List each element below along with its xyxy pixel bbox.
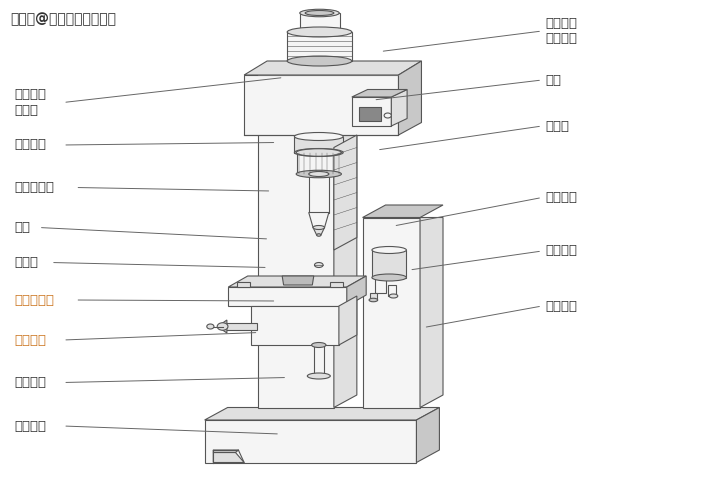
Ellipse shape (294, 132, 343, 140)
FancyBboxPatch shape (205, 420, 416, 463)
FancyBboxPatch shape (300, 13, 340, 32)
Text: 燕尾导轨: 燕尾导轨 (546, 191, 578, 204)
Polygon shape (228, 276, 366, 287)
Polygon shape (205, 408, 439, 420)
FancyBboxPatch shape (330, 282, 343, 287)
Ellipse shape (305, 10, 334, 16)
FancyBboxPatch shape (297, 152, 342, 174)
Polygon shape (334, 135, 357, 250)
Polygon shape (244, 61, 421, 75)
FancyBboxPatch shape (228, 287, 347, 306)
Ellipse shape (307, 373, 330, 379)
FancyBboxPatch shape (287, 32, 352, 61)
Polygon shape (347, 276, 366, 306)
Text: 液压油箱: 液压油箱 (546, 300, 578, 312)
Ellipse shape (287, 56, 352, 66)
Text: 定位孔: 定位孔 (14, 256, 38, 269)
Polygon shape (334, 122, 357, 408)
Text: 升降工作台: 升降工作台 (14, 294, 55, 306)
FancyBboxPatch shape (251, 306, 339, 345)
FancyBboxPatch shape (223, 323, 257, 330)
Ellipse shape (300, 9, 339, 16)
Ellipse shape (287, 27, 352, 37)
Polygon shape (398, 61, 421, 135)
Polygon shape (223, 320, 227, 333)
Ellipse shape (312, 342, 326, 347)
Polygon shape (213, 452, 244, 462)
FancyBboxPatch shape (388, 285, 396, 296)
Text: 搜狐号@优铖铆接机摆铆机: 搜狐号@优铖铆接机摆铆机 (11, 12, 117, 26)
Ellipse shape (313, 226, 325, 230)
FancyBboxPatch shape (314, 345, 324, 376)
Ellipse shape (369, 298, 378, 302)
Text: 电控箱: 电控箱 (546, 120, 569, 132)
Ellipse shape (207, 324, 214, 329)
FancyBboxPatch shape (294, 136, 343, 152)
Ellipse shape (317, 234, 321, 236)
Polygon shape (391, 90, 407, 126)
Text: 缸体头部
动力头: 缸体头部 动力头 (14, 88, 47, 117)
Text: 安全限转罩: 安全限转罩 (14, 181, 55, 194)
Ellipse shape (297, 149, 342, 156)
Text: 主轴电机
含防风罩: 主轴电机 含防风罩 (546, 17, 578, 45)
FancyBboxPatch shape (352, 97, 391, 126)
FancyBboxPatch shape (258, 122, 334, 408)
Text: 升降手柄: 升降手柄 (14, 334, 47, 346)
FancyBboxPatch shape (309, 174, 329, 212)
Polygon shape (213, 450, 238, 452)
Ellipse shape (372, 246, 406, 254)
Ellipse shape (389, 294, 398, 298)
Text: 盖板: 盖板 (546, 74, 561, 86)
Text: 机床底座: 机床底座 (14, 376, 47, 389)
Polygon shape (363, 205, 443, 218)
Polygon shape (352, 90, 407, 97)
Ellipse shape (372, 274, 406, 281)
FancyBboxPatch shape (372, 250, 406, 278)
Polygon shape (313, 228, 325, 235)
FancyBboxPatch shape (375, 278, 386, 292)
Text: 脚踏开关: 脚踏开关 (14, 420, 47, 432)
FancyBboxPatch shape (370, 292, 377, 300)
FancyBboxPatch shape (244, 75, 398, 135)
Ellipse shape (314, 262, 323, 268)
Text: 铆头: 铆头 (14, 221, 30, 234)
Polygon shape (309, 212, 329, 228)
Polygon shape (416, 408, 439, 463)
Ellipse shape (384, 113, 391, 118)
Text: 油泵电机: 油泵电机 (546, 244, 578, 258)
FancyBboxPatch shape (359, 107, 381, 121)
Ellipse shape (309, 172, 329, 176)
Ellipse shape (297, 170, 342, 178)
Polygon shape (282, 276, 314, 285)
FancyBboxPatch shape (363, 218, 420, 408)
Polygon shape (339, 296, 357, 345)
Text: 微调螺套: 微调螺套 (14, 138, 47, 151)
Polygon shape (420, 218, 443, 408)
FancyBboxPatch shape (237, 282, 250, 287)
Ellipse shape (294, 148, 343, 156)
Ellipse shape (218, 323, 228, 330)
